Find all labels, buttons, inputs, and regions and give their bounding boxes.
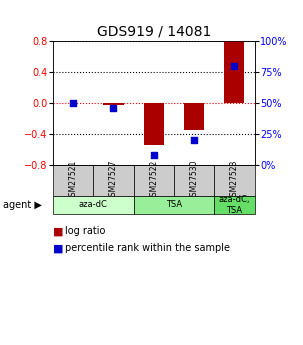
Bar [53, 165, 93, 196]
Bar [144, 103, 164, 145]
Text: aza-dC: aza-dC [79, 200, 108, 209]
Bar [93, 165, 134, 196]
Text: GSM27523: GSM27523 [230, 160, 239, 201]
Bar [224, 40, 245, 103]
Bar [53, 196, 134, 214]
Text: agent ▶: agent ▶ [3, 200, 42, 210]
Text: GSM27530: GSM27530 [190, 159, 198, 201]
Point [232, 63, 237, 69]
Bar [103, 103, 124, 105]
Text: TSA: TSA [166, 200, 182, 209]
Text: ■: ■ [53, 244, 64, 253]
Point [192, 137, 197, 143]
Point [111, 105, 116, 111]
Bar [134, 165, 174, 196]
Title: GDS919 / 14081: GDS919 / 14081 [97, 25, 211, 39]
Text: GSM27521: GSM27521 [69, 160, 78, 201]
Text: log ratio: log ratio [65, 226, 105, 236]
Bar [214, 165, 255, 196]
Bar [184, 103, 204, 130]
Text: GSM27527: GSM27527 [109, 160, 118, 201]
Text: aza-dC,
TSA: aza-dC, TSA [219, 195, 250, 215]
Point [71, 100, 76, 106]
Text: percentile rank within the sample: percentile rank within the sample [65, 244, 230, 253]
Point [152, 152, 156, 158]
Bar [174, 165, 214, 196]
Text: GSM27522: GSM27522 [149, 160, 158, 201]
Bar [214, 196, 255, 214]
Bar [134, 196, 214, 214]
Text: ■: ■ [53, 226, 64, 236]
